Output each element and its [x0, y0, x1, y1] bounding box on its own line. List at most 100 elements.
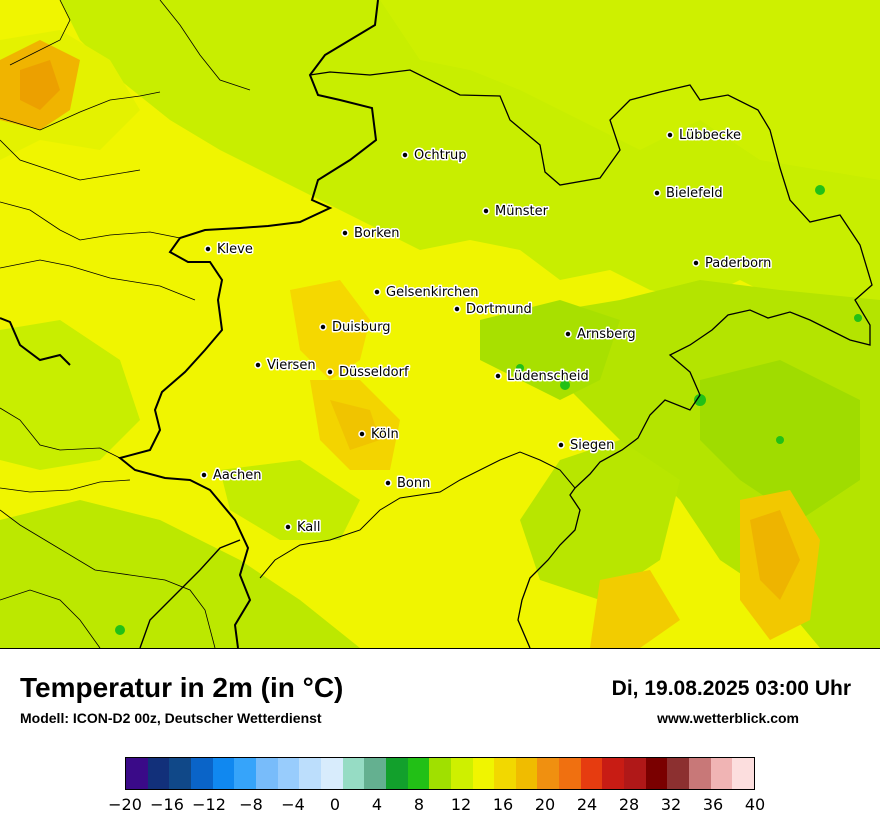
colorbar-segment	[147, 758, 170, 789]
city-label: Gelsenkirchen	[386, 285, 479, 300]
colorbar-tick-label: 12	[450, 795, 472, 814]
colorbar-segment	[624, 758, 646, 789]
city-dot	[482, 207, 490, 215]
city-dot	[319, 323, 327, 331]
colorbar-segment	[472, 758, 495, 789]
city-dot	[692, 259, 700, 267]
city-dot	[653, 189, 661, 197]
city-label: Aachen	[213, 468, 261, 483]
colorbar-segment	[450, 758, 473, 789]
city-dot	[453, 305, 461, 313]
city-borken: Borken	[341, 225, 401, 243]
city-viersen: Viersen	[254, 357, 317, 375]
temperature-colorbar	[125, 757, 755, 790]
city-ochtrup: Ochtrup	[401, 147, 468, 165]
city-label: Lüdenscheid	[507, 369, 589, 384]
city-dot	[373, 288, 381, 296]
city-dot	[666, 131, 674, 139]
colorbar-segment	[494, 758, 516, 789]
city-kall: Kall	[284, 519, 322, 537]
city-dot	[200, 471, 208, 479]
website-link[interactable]: www.wetterblick.com	[657, 710, 799, 726]
city-label: Viersen	[267, 358, 316, 373]
colorbar-tick-label: −20	[108, 795, 142, 814]
city-köln: Köln	[358, 426, 400, 444]
city-label: Siegen	[570, 438, 614, 453]
colorbar-segment	[667, 758, 690, 789]
colorbar-segment	[537, 758, 560, 789]
city-label: Dortmund	[466, 302, 532, 317]
city-dot	[564, 330, 572, 338]
city-label: Duisburg	[332, 320, 391, 335]
city-label: Kall	[297, 520, 321, 535]
city-dot	[384, 479, 392, 487]
colorbar-segment	[407, 758, 430, 789]
colorbar-tick-label: 4	[371, 795, 383, 814]
colorbar-segment	[299, 758, 321, 789]
colorbar-segment	[212, 758, 235, 789]
colorbar-segment	[255, 758, 278, 789]
colorbar-tick-label: 24	[576, 795, 598, 814]
colorbar-segment	[320, 758, 343, 789]
colorbar-ticks: −20 −16 −12 −8 −4 0 4 8 12 16 20 24 28 32 36 40	[108, 795, 765, 821]
colorbar-segment	[190, 758, 213, 789]
colorbar-segment	[364, 758, 386, 789]
map-canvas: Lübbecke Ochtrup Bielefeld Münster Borken Kle…	[0, 0, 880, 648]
colorbar-segment	[385, 758, 408, 789]
colorbar-segment	[602, 758, 625, 789]
city-label: Düsseldorf	[339, 365, 409, 380]
colorbar-tick-label: 0	[329, 795, 341, 814]
colorbar-segment	[559, 758, 581, 789]
city-lübbecke: Lübbecke	[666, 127, 742, 145]
temperature-map: Lübbecke Ochtrup Bielefeld Münster Borken Kle…	[0, 0, 880, 649]
colorbar-tick-label: 32	[660, 795, 682, 814]
colorbar-tick-label: −16	[150, 795, 184, 814]
colorbar-tick-label: 8	[413, 795, 425, 814]
city-markers: Lübbecke Ochtrup Bielefeld Münster Borken Kle…	[200, 127, 773, 537]
city-dortmund: Dortmund	[453, 301, 533, 319]
city-bielefeld: Bielefeld	[653, 185, 724, 203]
city-dot	[358, 430, 366, 438]
city-gelsenkirchen: Gelsenkirchen	[373, 284, 480, 302]
city-dot	[254, 361, 262, 369]
city-label: Paderborn	[705, 256, 771, 271]
city-düsseldorf: Düsseldorf	[326, 364, 410, 382]
city-dot	[494, 372, 502, 380]
colorbar-segment	[732, 758, 755, 789]
city-label: Bonn	[397, 476, 430, 491]
colorbar-tick-label: −4	[281, 795, 305, 814]
colorbar-segment	[515, 758, 538, 789]
colorbar-segment	[277, 758, 300, 789]
colorbar-segment	[710, 758, 733, 789]
colorbar-segment	[645, 758, 668, 789]
city-kleve: Kleve	[204, 241, 254, 259]
city-label: Ochtrup	[414, 148, 467, 163]
colorbar-segment	[580, 758, 603, 789]
admin-borders	[0, 0, 873, 648]
map-title: Temperatur in 2m (in °C)	[20, 672, 344, 703]
city-aachen: Aachen	[200, 467, 263, 485]
city-bonn: Bonn	[384, 475, 432, 493]
city-dot	[557, 441, 565, 449]
colorbar-tick-label: 36	[702, 795, 724, 814]
city-dot	[401, 151, 409, 159]
city-arnsberg: Arnsberg	[564, 326, 637, 344]
city-label: Bielefeld	[666, 186, 723, 201]
city-dot	[341, 229, 349, 237]
city-dot	[284, 523, 292, 531]
colorbar-tick-label: 16	[492, 795, 514, 814]
colorbar-tick-label: 28	[618, 795, 640, 814]
city-label: Köln	[371, 427, 399, 442]
model-subtitle: Modell: ICON-D2 00z, Deutscher Wetterdie…	[20, 710, 322, 726]
city-dot	[204, 245, 212, 253]
city-lüdenscheid: Lüdenscheid	[494, 368, 590, 386]
city-label: Arnsberg	[577, 327, 636, 342]
forecast-datetime: Di, 19.08.2025 03:00 Uhr	[611, 677, 851, 700]
city-siegen: Siegen	[557, 437, 616, 455]
colorbar-tick-label: −8	[239, 795, 263, 814]
colorbar-segment	[169, 758, 191, 789]
colorbar-tick-label: 20	[534, 795, 556, 814]
temperature-field-patches	[0, 0, 880, 648]
colorbar-segment	[234, 758, 256, 789]
city-label: Münster	[495, 204, 549, 219]
